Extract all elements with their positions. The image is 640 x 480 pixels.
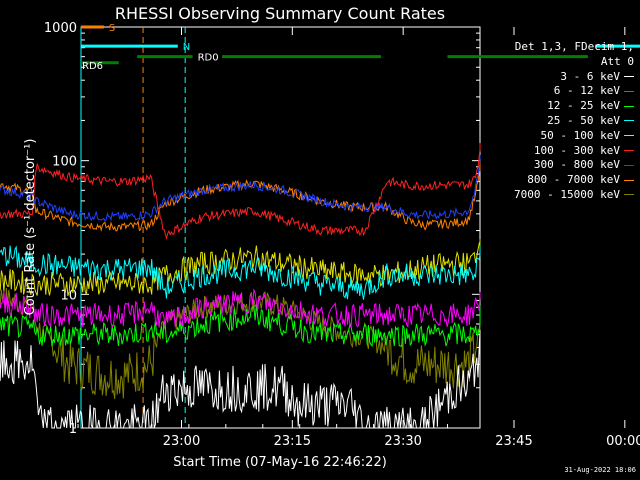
- legend-swatch: [624, 90, 634, 92]
- series-line: [0, 154, 481, 222]
- y-tick-label: 1: [69, 422, 77, 437]
- legend-item: 50 - 100 keV: [484, 129, 634, 144]
- legend-item: 6 - 12 keV: [484, 84, 634, 99]
- y-tick-label: 100: [52, 155, 77, 170]
- legend-swatch: [624, 105, 634, 107]
- legend-item: 7000 - 15000 keV: [484, 188, 634, 203]
- legend-header-line-1: Det 1,3, FDecim 1,: [514, 40, 634, 53]
- legend-label: 6 - 12 keV: [553, 84, 620, 98]
- chart-title: RHESSI Observing Summary Count Rates: [115, 4, 445, 23]
- legend-label: 100 - 300 keV: [533, 143, 620, 157]
- legend-swatch: [624, 150, 634, 152]
- legend-item: 300 - 800 keV: [484, 158, 634, 173]
- timestamp: 31-Aug-2022 18:06: [564, 466, 636, 474]
- legend-item: 3 - 6 keV: [484, 70, 634, 85]
- legend-label: 50 - 100 keV: [540, 128, 620, 142]
- legend-label: 25 - 50 keV: [547, 113, 620, 127]
- series-line: [0, 239, 481, 296]
- legend-item: 800 - 7000 keV: [484, 173, 634, 188]
- legend-item: 100 - 300 keV: [484, 144, 634, 159]
- x-tick-label: 23:00: [163, 434, 200, 449]
- y-tick-label: 1000: [44, 21, 77, 36]
- legend-swatch: [624, 179, 634, 181]
- plot-area: 23:0023:1523:3023:4500:0000:151101001000…: [0, 21, 640, 449]
- legend-header-line-2: Att 0: [600, 54, 634, 68]
- series-line: [0, 304, 481, 348]
- legend-item: 25 - 50 keV: [484, 114, 634, 129]
- legend-swatch: [624, 194, 634, 196]
- state-bar-label: RD0: [198, 53, 219, 64]
- x-tick-label: 23:30: [384, 434, 421, 449]
- legend: Det 1,3, FDecim 1, Att 0 3 - 6 keV 6 - 12…: [484, 40, 634, 203]
- state-bar-label: S: [109, 23, 115, 34]
- y-tick-label: 10: [60, 288, 77, 303]
- series-line: [0, 142, 481, 241]
- series-line: [0, 288, 481, 329]
- series-line: [0, 161, 481, 233]
- legend-label: 12 - 25 keV: [547, 99, 620, 113]
- x-tick-label: 23:15: [274, 434, 311, 449]
- legend-rows: 3 - 6 keV 6 - 12 keV 12 - 25 keV 25 - 50 ke…: [484, 70, 634, 203]
- legend-label: 800 - 7000 keV: [527, 173, 620, 187]
- series-line: [0, 330, 481, 429]
- x-axis-label: Start Time (07-May-16 22:46:22): [173, 455, 387, 470]
- legend-label: 300 - 800 keV: [533, 158, 620, 172]
- x-tick-label: 00:00: [606, 434, 640, 449]
- y-axis-label: Count Rate (s⁻¹ detector⁻¹): [23, 139, 38, 316]
- state-bar-label: RD6: [82, 61, 103, 72]
- legend-swatch: [624, 120, 634, 122]
- series-line: [0, 244, 481, 300]
- legend-label: 7000 - 15000 keV: [514, 187, 620, 201]
- legend-item: 12 - 25 keV: [484, 99, 634, 114]
- legend-label: 3 - 6 keV: [560, 69, 620, 83]
- state-bar-label: N: [183, 42, 190, 53]
- x-tick-label: 23:45: [495, 434, 532, 449]
- legend-swatch: [624, 135, 634, 137]
- legend-swatch: [624, 76, 634, 78]
- legend-swatch: [624, 164, 634, 166]
